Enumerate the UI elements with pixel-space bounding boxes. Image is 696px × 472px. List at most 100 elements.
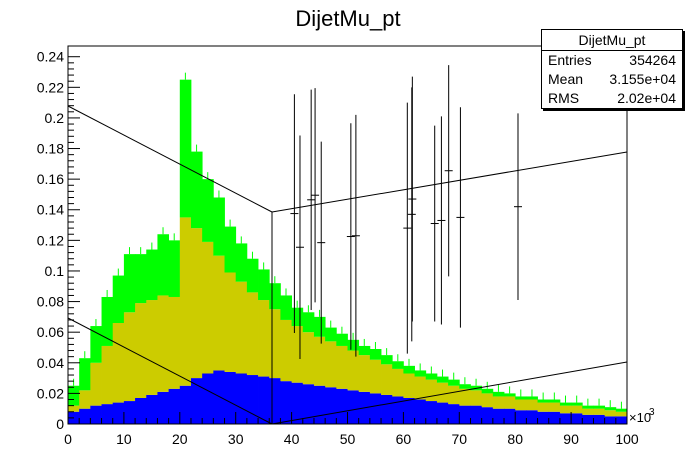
stats-label: Mean bbox=[548, 71, 584, 87]
bar-series1-bin11 bbox=[190, 228, 203, 379]
x-axis-multiplier-exponent: 3 bbox=[649, 407, 655, 418]
y-tick-label: 0.12 bbox=[37, 232, 64, 248]
bar-series2-bin0 bbox=[68, 385, 80, 406]
bar-series1-bin25 bbox=[347, 350, 360, 391]
bar-series0-bin19 bbox=[280, 381, 292, 424]
bar-series1-bin20 bbox=[291, 326, 304, 383]
bar-series2-bin47 bbox=[593, 405, 606, 409]
bar-series0-bin25 bbox=[347, 390, 360, 424]
bar-series1-bin39 bbox=[504, 396, 516, 409]
bar-series0-bin3 bbox=[101, 404, 114, 424]
bar-series1-bin0 bbox=[68, 405, 80, 412]
bar-series2-bin41 bbox=[526, 396, 538, 400]
bar-series0-bin7 bbox=[146, 394, 158, 424]
bar-series1-bin32 bbox=[425, 379, 438, 402]
bar-series1-bin9 bbox=[168, 296, 181, 389]
y-tick-label: 0.22 bbox=[37, 79, 64, 95]
bar-series2-bin11 bbox=[190, 151, 203, 229]
data-points bbox=[290, 65, 522, 359]
bar-series1-bin16 bbox=[246, 292, 259, 376]
chart-title: DijetMu_pt bbox=[295, 6, 401, 31]
bar-series1-bin27 bbox=[369, 359, 382, 394]
bar-series2-bin28 bbox=[381, 355, 393, 365]
axes: 0 0.02 0.04 0.06 0.08 0.1 0.12 0.14 0.16 0.18 0.2 0… bbox=[37, 45, 655, 447]
bar-series2-bin30 bbox=[403, 365, 415, 374]
bar-series2-bin35 bbox=[459, 384, 471, 389]
bar-series1-bin47 bbox=[593, 408, 606, 415]
bar-series2-bin43 bbox=[548, 399, 561, 403]
bar-series1-bin22 bbox=[313, 336, 326, 386]
bar-series2-bin42 bbox=[537, 399, 550, 403]
bar-series0-bin9 bbox=[168, 388, 181, 424]
x-tick-label: 40 bbox=[284, 431, 300, 447]
bar-series1-bin19 bbox=[280, 319, 292, 382]
y-tick-label: 0.1 bbox=[45, 263, 65, 279]
bar-series0-bin28 bbox=[381, 394, 393, 424]
bar-series0-bin42 bbox=[537, 411, 550, 424]
bar-series2-bin32 bbox=[425, 373, 438, 380]
bar-series0-bin45 bbox=[571, 413, 583, 424]
bar-series2-bin13 bbox=[213, 197, 225, 256]
bar-series1-bin13 bbox=[213, 255, 225, 371]
bar-series1-bin7 bbox=[146, 300, 158, 395]
x-tick-label: 50 bbox=[340, 431, 356, 447]
bar-series1-bin43 bbox=[548, 402, 561, 412]
bar-series0-bin30 bbox=[403, 397, 415, 424]
y-tick-label: 0.06 bbox=[37, 324, 64, 340]
frame-line-1 bbox=[271, 151, 628, 213]
bar-series2-bin9 bbox=[168, 240, 181, 297]
bar-series1-bin28 bbox=[381, 364, 393, 395]
x-tick-label: 100 bbox=[615, 431, 639, 447]
bar-series2-bin40 bbox=[515, 396, 527, 400]
bar-series2-bin16 bbox=[246, 258, 259, 293]
stats-label: Entries bbox=[548, 52, 592, 68]
bar-series2-bin34 bbox=[448, 379, 460, 386]
bar-series2-bin22 bbox=[313, 316, 326, 337]
x-tick-label: 30 bbox=[228, 431, 244, 447]
bar-series0-bin20 bbox=[291, 382, 304, 424]
bar-series1-bin44 bbox=[559, 405, 572, 414]
bar-series0-bin22 bbox=[313, 385, 326, 424]
bar-series1-bin12 bbox=[202, 241, 214, 374]
bar-series1-bin4 bbox=[112, 322, 125, 403]
x-tick-label: 60 bbox=[396, 431, 412, 447]
bar-series0-bin44 bbox=[559, 413, 572, 424]
bar-series1-bin37 bbox=[481, 393, 494, 408]
bar-series0-bin36 bbox=[470, 405, 483, 424]
bar-series0-bin34 bbox=[448, 404, 460, 424]
bar-series0-bin12 bbox=[202, 373, 214, 424]
bar-series2-bin49 bbox=[615, 408, 628, 412]
frame-line-3 bbox=[271, 361, 628, 425]
bar-series2-bin46 bbox=[582, 405, 594, 409]
bar-series0-bin18 bbox=[269, 378, 281, 424]
y-tick-label: 0.2 bbox=[45, 110, 65, 126]
bar-series1-bin36 bbox=[470, 390, 483, 406]
bar-series2-bin2 bbox=[90, 326, 102, 363]
x-tick-label: 20 bbox=[172, 431, 188, 447]
bar-series1-bin30 bbox=[403, 373, 415, 398]
bar-series0-bin8 bbox=[157, 391, 170, 424]
bar-series1-bin40 bbox=[515, 399, 527, 411]
bar-series0-bin24 bbox=[336, 388, 348, 424]
stats-row-mean: Mean 3.155e+04 bbox=[542, 70, 682, 89]
bar-series1-bin45 bbox=[571, 405, 583, 414]
bar-series0-bin32 bbox=[425, 401, 438, 424]
stats-row-entries: Entries 354264 bbox=[542, 51, 682, 70]
bar-series2-bin39 bbox=[504, 393, 516, 397]
frame-line-2 bbox=[67, 317, 273, 425]
bar-series0-bin15 bbox=[235, 373, 248, 424]
bar-series0-bin5 bbox=[123, 401, 136, 424]
stats-box: DijetMu_pt Entries 354264 Mean 3.155e+04… bbox=[541, 29, 683, 109]
bar-series2-bin20 bbox=[291, 307, 304, 327]
bar-series0-bin16 bbox=[246, 375, 259, 424]
bar-series2-bin4 bbox=[112, 275, 125, 323]
bar-series2-bin45 bbox=[571, 402, 583, 406]
x-tick-label: 0 bbox=[64, 431, 72, 447]
bar-series1-bin5 bbox=[123, 312, 136, 402]
bar-series2-bin19 bbox=[280, 295, 292, 320]
stats-value: 354264 bbox=[629, 52, 676, 68]
bar-series2-bin1 bbox=[79, 358, 91, 391]
bar-series2-bin21 bbox=[302, 312, 315, 333]
bar-series0-bin38 bbox=[492, 408, 505, 424]
